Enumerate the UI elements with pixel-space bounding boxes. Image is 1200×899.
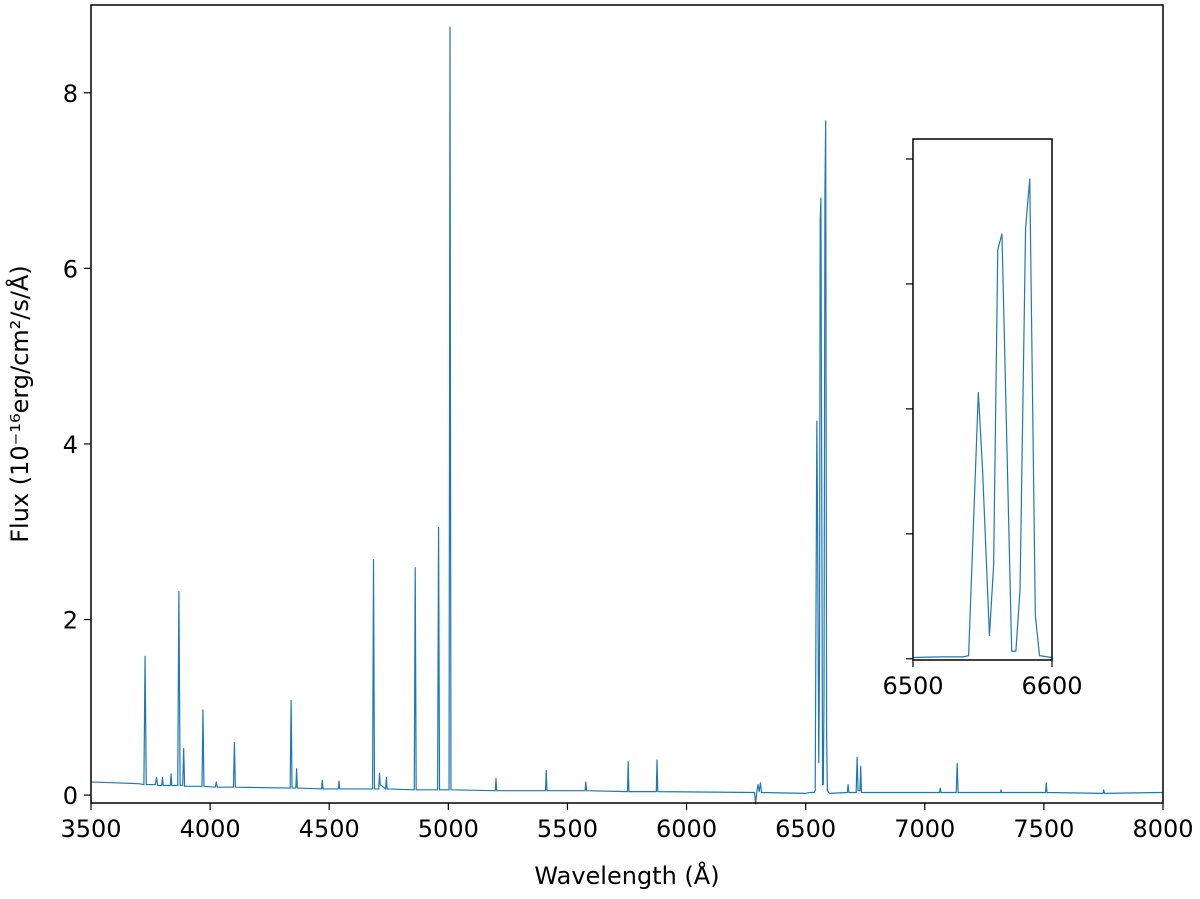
inset-background — [913, 139, 1052, 660]
x-tick-label: 6600 — [1021, 672, 1082, 700]
x-tick-label: 4000 — [180, 815, 241, 843]
x-tick-label: 6500 — [775, 815, 836, 843]
x-tick-label: 6000 — [656, 815, 717, 843]
y-tick-label: 4 — [63, 431, 78, 459]
y-tick-label: 2 — [63, 607, 78, 635]
y-tick-label: 8 — [63, 80, 78, 108]
spectrum-line — [90, 26, 1164, 805]
x-tick-label: 5000 — [418, 815, 479, 843]
x-tick-label: 6500 — [882, 672, 943, 700]
axes-frame — [90, 4, 1164, 804]
y-tick-label: 0 — [63, 782, 78, 810]
y-axis-label: Flux (10⁻¹⁶erg/cm²/s/Å) — [5, 265, 34, 543]
x-tick-label: 7000 — [894, 815, 955, 843]
x-tick-label: 7500 — [1013, 815, 1074, 843]
x-tick-label: 3500 — [60, 815, 121, 843]
y-tick-label: 6 — [63, 255, 78, 283]
axes-frame — [912, 138, 1053, 661]
x-axis-label: Wavelength (Å) — [534, 861, 719, 890]
x-tick-label: 8000 — [1132, 815, 1193, 843]
x-tick-label: 4500 — [299, 815, 360, 843]
x-tick-label: 5500 — [537, 815, 598, 843]
